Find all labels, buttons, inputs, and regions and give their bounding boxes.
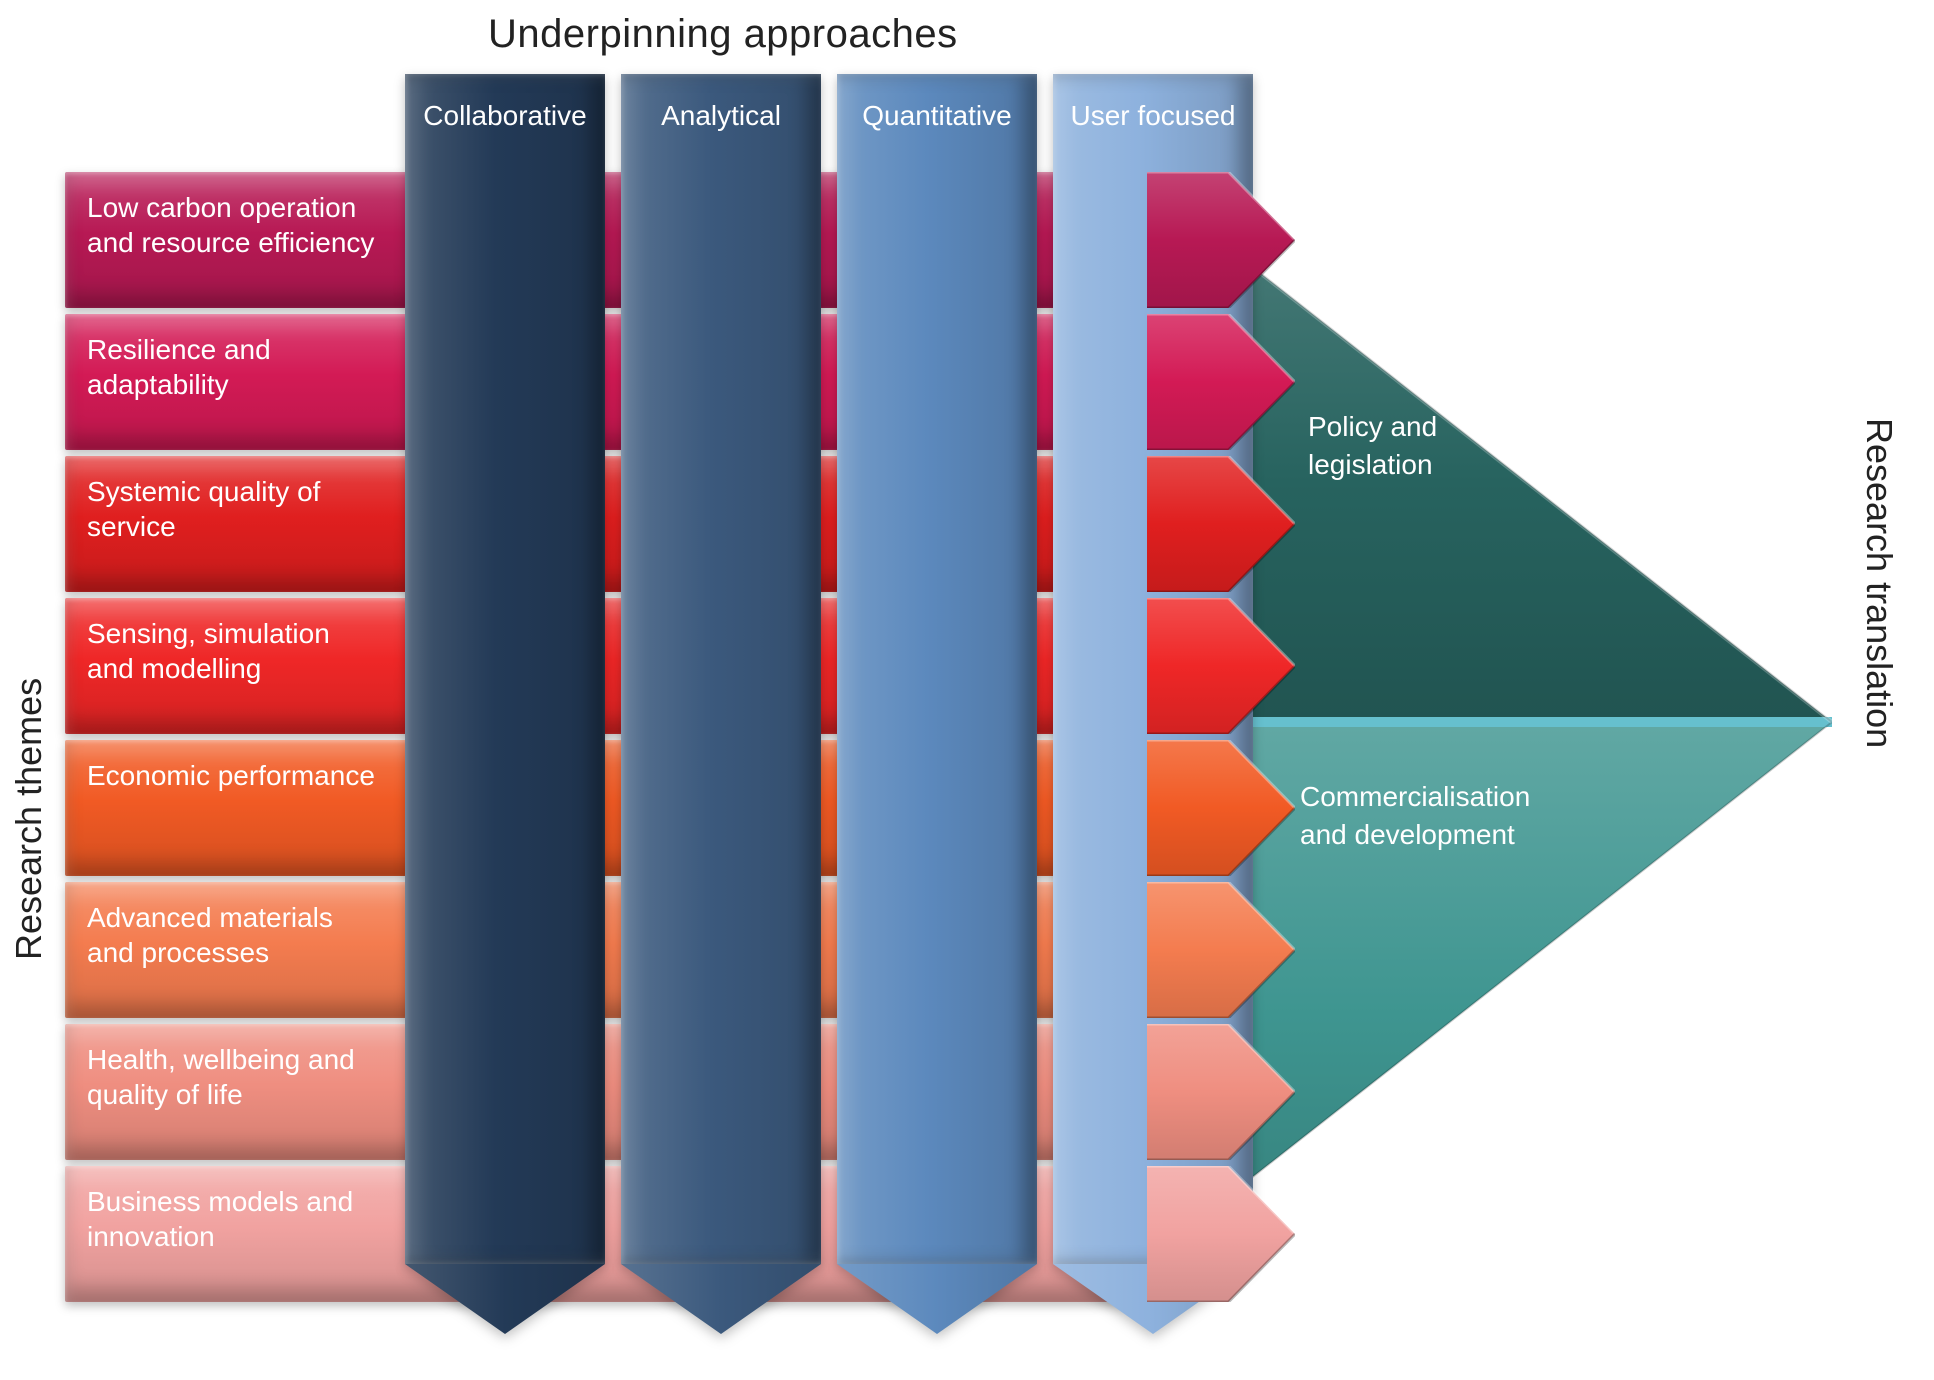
theme-arrowhead [1147, 598, 1295, 734]
theme-arrowhead [1147, 314, 1295, 450]
right-title: Research translation [1858, 418, 1900, 748]
top-title: Underpinning approaches [488, 12, 958, 57]
approach-label: Collaborative [405, 98, 605, 133]
theme-arrowhead [1147, 1166, 1295, 1302]
translation-label-commerce: Commercialisation and development [1300, 778, 1580, 854]
theme-arrowhead [1147, 1024, 1295, 1160]
approach-column: Collaborative [405, 74, 605, 1264]
approach-column: Analytical [621, 74, 821, 1264]
theme-arrowhead [1147, 882, 1295, 1018]
theme-label: Resilience and adaptability [87, 332, 377, 402]
approach-column: Quantitative [837, 74, 1037, 1264]
theme-label: Economic performance [87, 758, 377, 793]
approach-label: User focused [1053, 98, 1253, 133]
theme-label: Low carbon operation and resource effici… [87, 190, 377, 260]
theme-label: Health, wellbeing and quality of life [87, 1042, 377, 1112]
theme-label: Advanced materials and processes [87, 900, 377, 970]
theme-label: Sensing, simulation and modelling [87, 616, 377, 686]
approach-column-tip [621, 1264, 821, 1334]
approach-column-tip [837, 1264, 1037, 1334]
approach-column-tip [405, 1264, 605, 1334]
diagram-canvas: Underpinning approaches Research themes Re… [0, 0, 1934, 1380]
approach-label: Analytical [621, 98, 821, 133]
theme-label: Business models and innovation [87, 1184, 377, 1254]
theme-arrowhead [1147, 740, 1295, 876]
theme-arrowhead [1147, 456, 1295, 592]
theme-label: Systemic quality of service [87, 474, 377, 544]
left-title: Research themes [8, 678, 50, 960]
approach-label: Quantitative [837, 98, 1037, 133]
theme-arrowhead [1147, 172, 1295, 308]
translation-label-policy: Policy and legislation [1308, 408, 1568, 484]
